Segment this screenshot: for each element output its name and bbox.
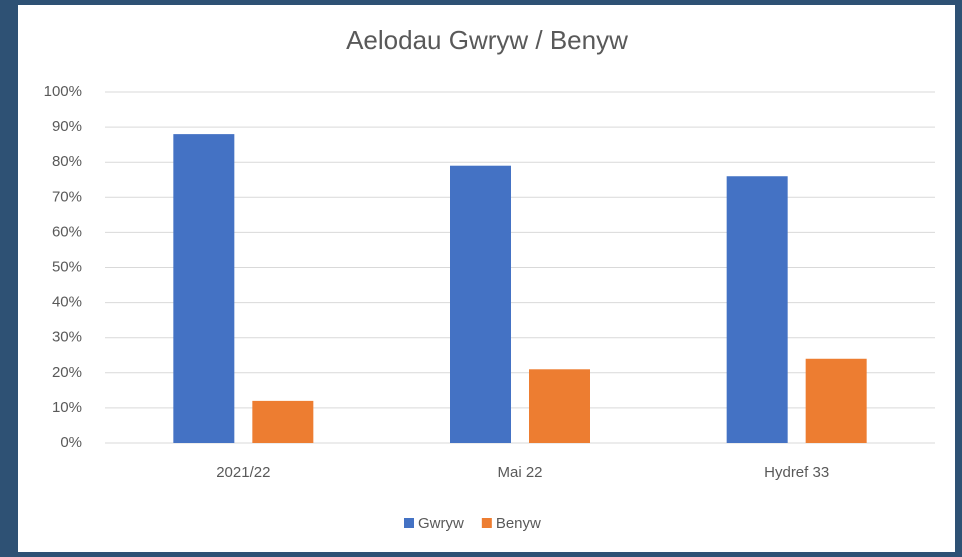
chart-title: Aelodau Gwryw / Benyw	[346, 25, 628, 55]
y-tick-label: 70%	[52, 188, 82, 205]
y-tick-label: 100%	[44, 83, 82, 100]
x-tick-label: 2021/22	[216, 464, 270, 481]
legend-swatch	[404, 518, 414, 528]
y-tick-label: 80%	[52, 153, 82, 170]
bar	[529, 369, 590, 443]
legend-swatch	[481, 518, 492, 528]
bar	[252, 400, 314, 443]
bar	[173, 134, 235, 443]
y-tick-label: 90%	[52, 118, 82, 135]
y-tick-label: 10%	[52, 399, 82, 416]
y-tick-label: 60%	[52, 223, 82, 240]
bar	[450, 165, 511, 443]
y-tick-label: 0%	[60, 434, 82, 451]
y-tick-label: 30%	[52, 329, 82, 346]
x-tick-label: Mai 22	[497, 464, 542, 481]
bar	[726, 176, 788, 444]
legend-label: Benyw	[496, 515, 541, 532]
y-tick-label: 40%	[52, 294, 82, 311]
x-tick-label: Hydref 33	[764, 464, 829, 481]
y-tick-label: 20%	[52, 364, 82, 381]
legend-label: Gwryw	[418, 515, 464, 532]
bar	[805, 358, 867, 443]
y-tick-label: 50%	[52, 258, 82, 275]
